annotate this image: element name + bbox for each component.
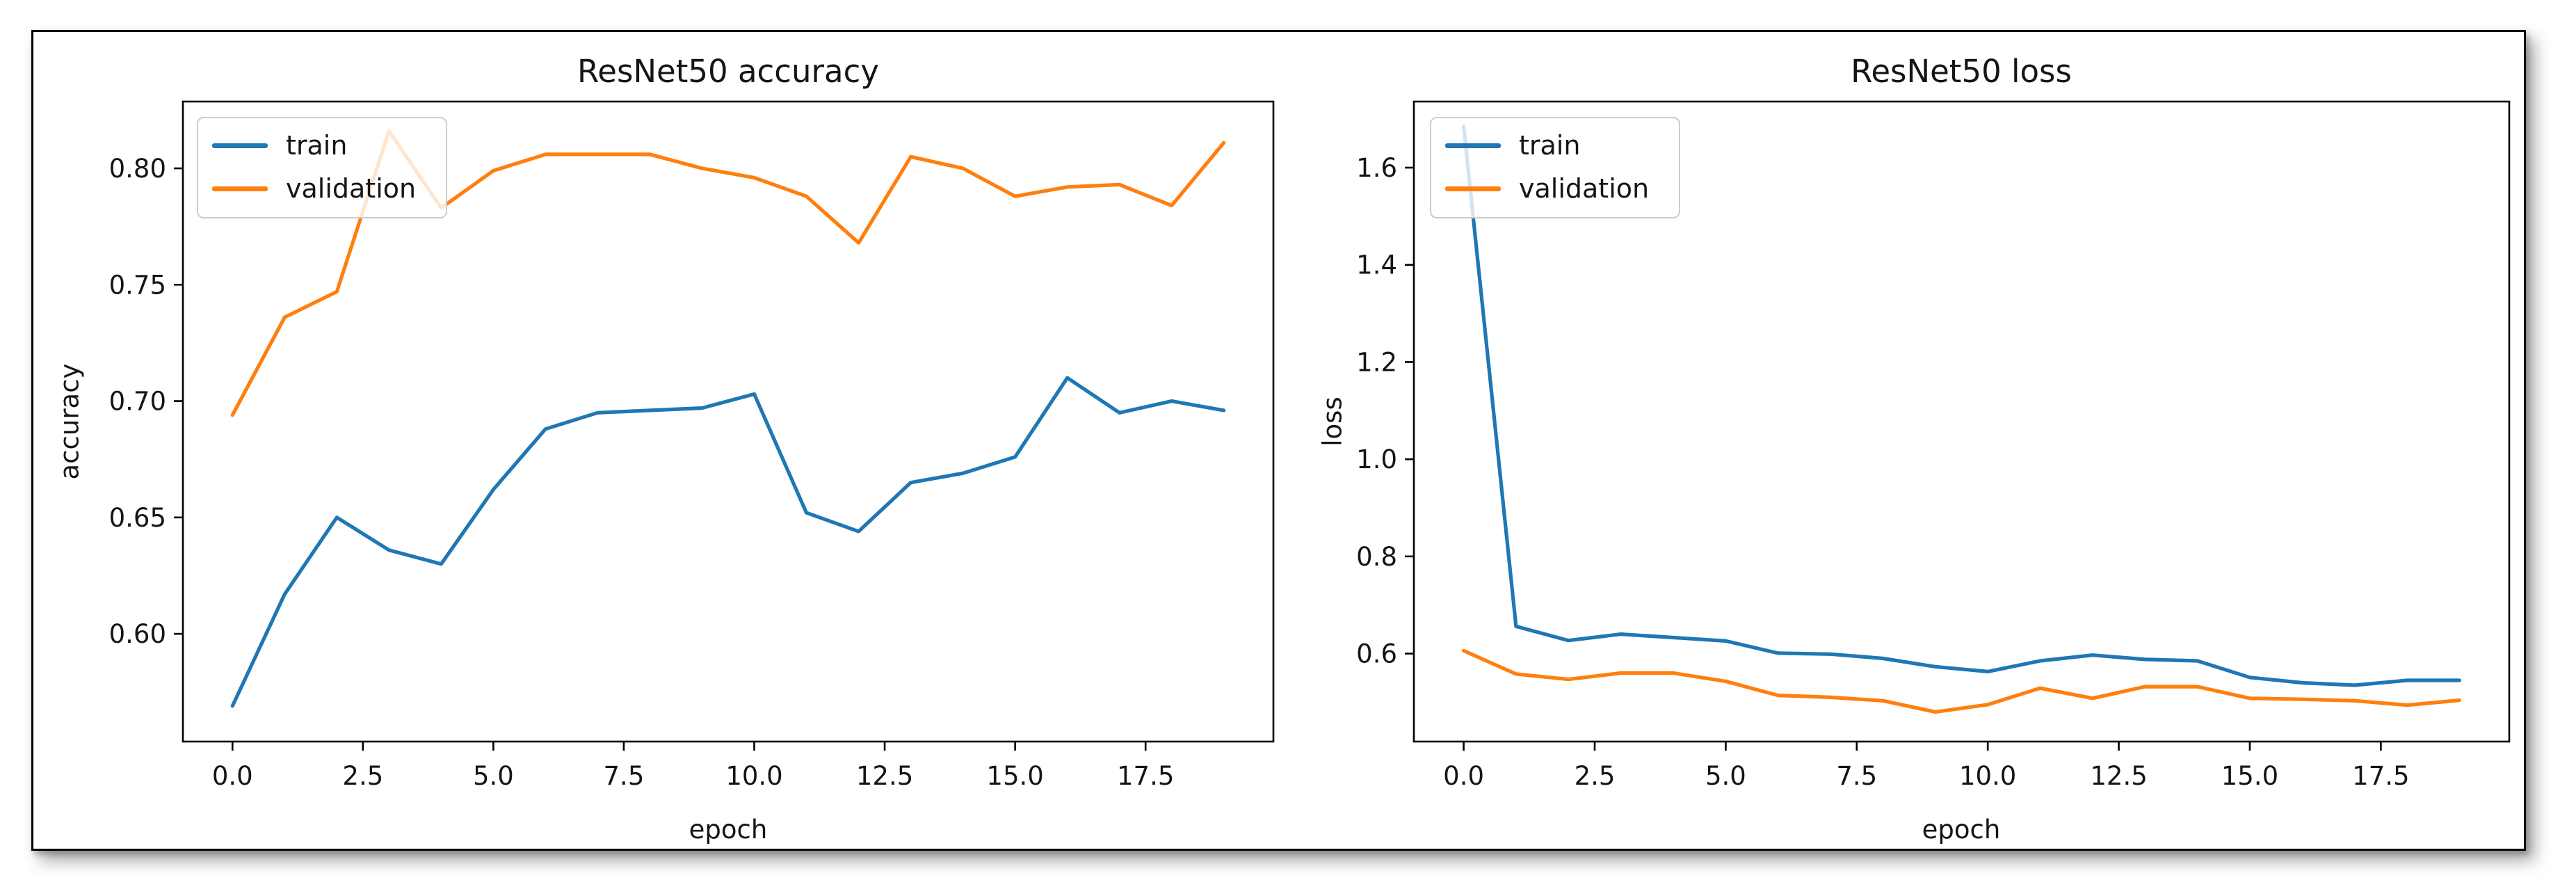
train-line-swatch — [1445, 143, 1501, 148]
figure-frame: 0.0 2.5 5.0 7.5 10.0 12.5 15.0 17.5 0.60 0.65 0.70… — [31, 30, 2526, 851]
validation-line-swatch — [1445, 186, 1501, 191]
legend-row-validation: validation — [1445, 167, 1665, 210]
plot-spines — [1412, 100, 2511, 743]
plot-spines — [182, 100, 1275, 743]
legend-label-validation: validation — [286, 173, 417, 204]
x-tick-label: 10.0 — [725, 761, 782, 791]
y-tick-label: 1.2 — [1356, 347, 1397, 377]
series-line-train — [230, 376, 1226, 708]
charts-svg: 0.0 2.5 5.0 7.5 10.0 12.5 15.0 17.5 0.60 0.65 0.70… — [109, 100, 2511, 791]
x-tick-label: 12.5 — [2090, 761, 2147, 791]
loss-chart-title: ResNet50 loss — [1851, 53, 2072, 90]
accuracy-x-axis-label: epoch — [689, 815, 768, 845]
x-tick-label: 2.5 — [342, 761, 383, 791]
legend-label-train: train — [286, 130, 348, 161]
train-line-swatch — [212, 143, 268, 148]
x-tick-label: 7.5 — [1836, 761, 1877, 791]
y-tick-label: 0.65 — [109, 503, 166, 533]
y-tick-label: 0.8 — [1356, 542, 1397, 572]
x-tick-label: 5.0 — [1705, 761, 1746, 791]
loss-legend: train validation — [1430, 117, 1680, 218]
x-tick-label: 2.5 — [1575, 761, 1616, 791]
x-tick-label: 0.0 — [1443, 761, 1484, 791]
accuracy-chart-title: ResNet50 accuracy — [577, 53, 879, 90]
loss-x-axis-label: epoch — [1922, 815, 2001, 845]
x-tick-label: 15.0 — [2221, 761, 2278, 791]
accuracy-legend: train validation — [197, 117, 447, 218]
legend-label-train: train — [1519, 130, 1581, 161]
legend-row-validation: validation — [212, 167, 432, 210]
x-tick-label: 10.0 — [1959, 761, 2016, 791]
x-tick-label: 12.5 — [856, 761, 913, 791]
x-tick-label: 17.5 — [1117, 761, 1174, 791]
series-line-train — [1462, 125, 2461, 687]
y-tick-label: 0.60 — [109, 619, 166, 649]
y-tick-label: 0.70 — [109, 387, 166, 417]
chart-accuracy: 0.0 2.5 5.0 7.5 10.0 12.5 15.0 17.5 0.60 0.65 0.70… — [109, 100, 1275, 791]
y-tick-label: 0.80 — [109, 154, 166, 184]
series-line-validation — [1462, 648, 2461, 714]
x-tick-label: 17.5 — [2352, 761, 2409, 791]
x-tick-label: 0.0 — [212, 761, 253, 791]
y-tick-label: 0.75 — [109, 270, 166, 300]
x-tick-label: 15.0 — [986, 761, 1043, 791]
legend-row-train: train — [1445, 124, 1665, 167]
y-tick-label: 1.0 — [1356, 445, 1397, 474]
y-tick-label: 1.4 — [1356, 250, 1397, 280]
x-tick-label: 5.0 — [473, 761, 514, 791]
legend-row-train: train — [212, 124, 432, 167]
x-tick-label: 7.5 — [604, 761, 645, 791]
accuracy-y-axis-label: accuracy — [54, 363, 85, 480]
validation-line-swatch — [212, 186, 268, 191]
chart-loss: 0.0 2.5 5.0 7.5 10.0 12.5 15.0 17.5 0.6 0.8 1.0 1.2… — [1356, 100, 2511, 791]
y-tick-label: 1.6 — [1356, 153, 1397, 183]
loss-y-axis-label: loss — [1317, 397, 1348, 447]
legend-label-validation: validation — [1519, 173, 1650, 204]
y-tick-label: 0.6 — [1356, 639, 1397, 669]
